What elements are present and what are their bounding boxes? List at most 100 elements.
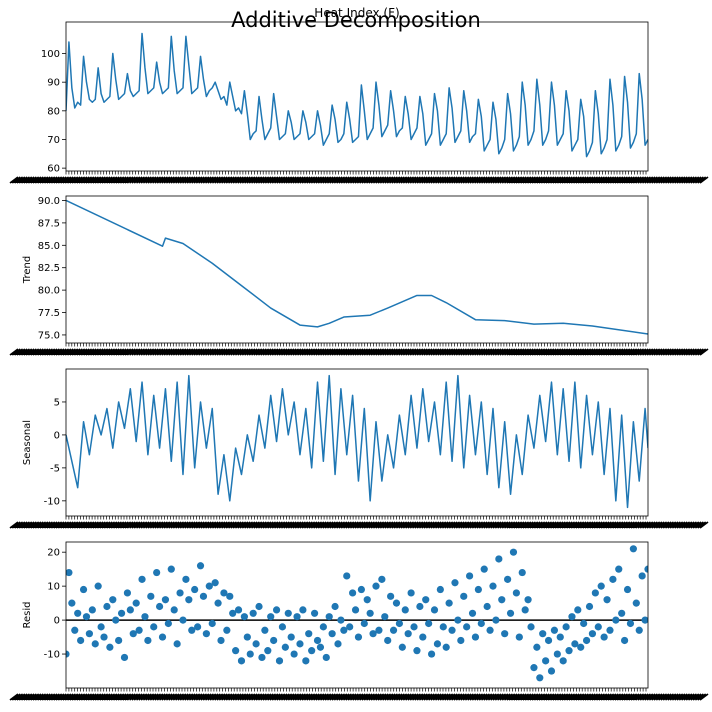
- data-point: [636, 627, 643, 634]
- data-point: [361, 620, 368, 627]
- data-point: [217, 637, 224, 644]
- data-point: [375, 627, 382, 634]
- data-point: [118, 610, 125, 617]
- y-axis-label: Resid: [22, 602, 33, 629]
- data-point: [595, 623, 602, 630]
- data-point: [378, 576, 385, 583]
- y-tick-label: 90: [47, 78, 60, 89]
- data-point: [337, 616, 344, 623]
- y-axis-label: Seasonal: [22, 420, 33, 465]
- data-point: [288, 633, 295, 640]
- data-point: [197, 562, 204, 569]
- data-point: [194, 623, 201, 630]
- data-point: [331, 603, 338, 610]
- data-point: [285, 610, 292, 617]
- data-point: [317, 644, 324, 651]
- data-point: [226, 593, 233, 600]
- data-point: [463, 623, 470, 630]
- data-point: [308, 647, 315, 654]
- data-point: [419, 633, 426, 640]
- data-point: [235, 606, 242, 613]
- y-axis-label: Trend: [22, 256, 33, 284]
- data-point: [153, 569, 160, 576]
- y-tick-label: 80.0: [38, 286, 60, 297]
- data-point: [390, 627, 397, 634]
- data-point: [489, 583, 496, 590]
- data-point: [214, 600, 221, 607]
- data-point: [527, 623, 534, 630]
- data-point: [457, 637, 464, 644]
- data-point: [367, 610, 374, 617]
- y-tick-label: 60: [47, 164, 60, 175]
- data-point: [282, 644, 289, 651]
- data-point: [253, 640, 260, 647]
- data-point: [577, 644, 584, 651]
- data-point: [156, 603, 163, 610]
- data-point: [548, 667, 555, 674]
- data-point: [603, 596, 610, 603]
- data-point: [372, 583, 379, 590]
- data-point: [615, 566, 622, 573]
- data-point: [437, 586, 444, 593]
- data-point: [115, 637, 122, 644]
- data-point: [276, 657, 283, 664]
- y-tick-label: 10: [47, 582, 60, 593]
- data-point: [182, 576, 189, 583]
- data-point: [296, 640, 303, 647]
- data-point: [203, 630, 210, 637]
- data-point: [539, 630, 546, 637]
- x-tick-marks: [66, 171, 646, 175]
- data-point: [238, 657, 245, 664]
- data-point: [396, 620, 403, 627]
- data-point: [495, 555, 502, 562]
- data-point: [639, 572, 646, 579]
- data-point: [413, 647, 420, 654]
- data-point: [460, 593, 467, 600]
- data-point: [551, 627, 558, 634]
- data-point: [510, 549, 517, 556]
- series-line: [66, 376, 648, 508]
- data-point: [136, 627, 143, 634]
- data-point: [106, 644, 113, 651]
- data-point: [83, 613, 90, 620]
- data-point: [598, 583, 605, 590]
- data-point: [563, 623, 570, 630]
- data-point: [451, 579, 458, 586]
- panel-3: -10-505Seasonal: [10, 369, 708, 528]
- y-tick-label: 0: [54, 430, 60, 441]
- data-point: [255, 603, 262, 610]
- y-tick-label: -5: [50, 463, 60, 474]
- data-point: [513, 589, 520, 596]
- data-point: [589, 630, 596, 637]
- data-point: [519, 569, 526, 576]
- data-point: [601, 633, 608, 640]
- panel-4: -1001020Resid: [10, 542, 708, 700]
- data-point: [299, 606, 306, 613]
- data-point: [560, 657, 567, 664]
- data-point: [434, 640, 441, 647]
- data-point: [346, 623, 353, 630]
- axes-frame: [66, 542, 648, 688]
- data-point: [159, 633, 166, 640]
- data-point: [323, 654, 330, 661]
- data-point: [624, 586, 631, 593]
- data-point: [469, 610, 476, 617]
- data-point: [524, 596, 531, 603]
- data-point: [264, 647, 271, 654]
- data-point: [244, 633, 251, 640]
- data-point: [466, 572, 473, 579]
- data-point: [568, 613, 575, 620]
- data-point: [516, 633, 523, 640]
- data-point: [565, 647, 572, 654]
- data-point: [381, 613, 388, 620]
- data-point: [612, 616, 619, 623]
- data-point: [302, 657, 309, 664]
- data-point: [402, 606, 409, 613]
- data-point: [68, 600, 75, 607]
- data-point: [399, 644, 406, 651]
- data-point: [343, 572, 350, 579]
- data-point: [387, 593, 394, 600]
- scatter-points: [62, 545, 651, 681]
- y-tick-label: 77.5: [38, 308, 60, 319]
- data-point: [133, 600, 140, 607]
